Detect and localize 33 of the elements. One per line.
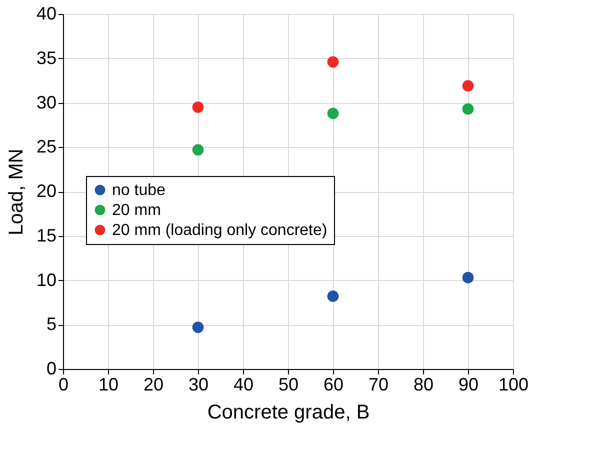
point	[462, 80, 474, 92]
legend-label: no tube	[112, 182, 166, 199]
y-tick-label: 5	[46, 314, 56, 334]
y-tick-label: 35	[36, 48, 56, 68]
x-tick-label: 40	[233, 374, 254, 394]
point	[327, 290, 339, 302]
point	[192, 102, 204, 113]
x-tick-label: 10	[98, 374, 119, 394]
point	[327, 108, 339, 120]
y-tick-label: 30	[36, 92, 56, 112]
x-tick-label: 90	[458, 374, 479, 394]
y-tick-label: 40	[36, 4, 56, 24]
y-axis-title: Load, MN	[5, 148, 28, 236]
x-tick-label: 70	[368, 374, 389, 394]
y-tick-label: 25	[36, 136, 56, 157]
x-tick-label: 100	[498, 374, 529, 394]
y-tick-label: 10	[36, 270, 56, 290]
y-tick-label: 15	[36, 225, 56, 246]
x-tick-label: 50	[278, 374, 299, 394]
legend-label: 20 mm	[112, 202, 161, 219]
legend-label: 20 mm (loading only concrete)	[112, 222, 328, 239]
y-tick-label: 0	[46, 358, 56, 378]
point	[327, 56, 339, 68]
x-axis-title: Concrete grade, B	[207, 402, 370, 424]
x-tick-label: 20	[143, 374, 164, 394]
point	[192, 144, 204, 156]
x-tick-label: 80	[413, 374, 434, 394]
point	[192, 322, 204, 333]
point	[462, 272, 474, 284]
y-tick-label: 20	[36, 181, 56, 201]
point	[462, 103, 474, 115]
x-tick-label: 60	[323, 374, 344, 394]
x-tick-label: 30	[188, 374, 209, 394]
